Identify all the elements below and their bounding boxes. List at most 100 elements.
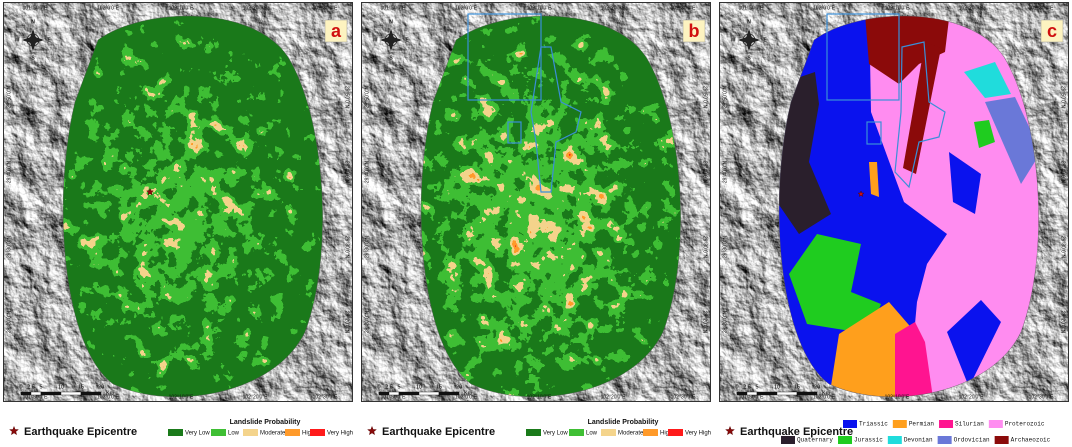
latitude-label: 29°30'0"N	[6, 235, 12, 258]
focus-strip	[894, 41, 946, 189]
scale-tick-label: 0	[377, 384, 380, 390]
longitude-label: 102°10'0"E	[169, 394, 194, 400]
probability-surface	[421, 16, 681, 397]
scale-tick-label: 20	[814, 384, 820, 390]
scale-segment	[30, 391, 42, 396]
latitude-label: 29°40'0"N	[344, 161, 350, 184]
longitude-label: 101°50'0"E	[381, 5, 406, 11]
geology-unit	[985, 97, 1039, 184]
focus-box	[866, 121, 882, 145]
legend-swatch	[887, 436, 902, 444]
scale-segment	[796, 391, 818, 396]
compass-ring	[742, 33, 756, 47]
scale-tick-label: 20	[456, 384, 462, 390]
legend-label: Permian	[909, 421, 935, 428]
scale-tick-label: 15	[794, 384, 800, 390]
map-frame	[719, 2, 1069, 402]
scale-segment	[378, 391, 390, 396]
legend-swatch	[668, 429, 683, 436]
focus-box	[507, 121, 522, 144]
longitude-label: 102°30'0"E	[1029, 394, 1054, 400]
legend-swatch	[988, 420, 1003, 428]
compass-letter: N	[389, 19, 393, 25]
legend: Earthquake Epicentre Triassic Permian Silur…	[725, 420, 1051, 444]
legend-swatch	[310, 429, 325, 436]
legend-label: Devonian	[904, 437, 933, 444]
longitude-label: 102°30'0"E	[313, 394, 338, 400]
epicentre-star	[857, 190, 865, 197]
legend-label: Moderate	[260, 431, 286, 437]
geology-unit	[964, 62, 1011, 98]
panel-label: c	[1047, 21, 1057, 41]
scale-segment	[80, 391, 102, 396]
legend-label: Very High	[685, 431, 711, 437]
legend-swatch	[937, 436, 952, 444]
scale-segment	[746, 391, 758, 396]
legend-swatch	[569, 429, 584, 436]
focus-box	[467, 13, 542, 101]
latitude-label: 29°40'0"N	[6, 160, 12, 183]
compass-ring	[26, 33, 40, 47]
legend-swatch	[843, 420, 857, 428]
legend-swatch	[939, 420, 954, 428]
study-area	[63, 16, 323, 397]
longitude-label: 101°50'0"E	[739, 394, 764, 400]
map-frame	[3, 2, 353, 402]
epicentre-star	[146, 187, 154, 196]
study-boundary	[62, 15, 323, 398]
legend-swatch	[994, 436, 1009, 444]
legend-swatch	[285, 429, 300, 436]
epicentre-star	[9, 425, 19, 436]
compass-letter: W	[731, 37, 736, 43]
scale-segment	[20, 391, 32, 396]
compass-letter: N	[31, 19, 35, 25]
latitude-label: 29°50'0"N	[344, 86, 350, 109]
map-frame	[361, 2, 711, 402]
longitude-label: 102°20'0"E	[243, 394, 268, 400]
legend-swatch	[601, 429, 616, 436]
longitude-label: 102°30'0"E	[1029, 5, 1054, 11]
focus-box	[826, 13, 900, 101]
scale-unit: Km	[464, 390, 473, 396]
scale-segment	[398, 391, 420, 396]
study-boundary	[420, 15, 681, 398]
latitude-label: 29°20'0"N	[702, 311, 708, 334]
study-area	[779, 16, 1039, 397]
compass-letter: N	[747, 19, 751, 25]
legend-swatch	[211, 429, 226, 436]
scale-tick-label: 5	[39, 384, 42, 390]
scale-segment	[60, 391, 82, 396]
study-area	[421, 16, 681, 397]
legend-label: Very Low	[185, 431, 210, 437]
epicentre-label: Earthquake Epicentre	[24, 426, 137, 438]
longitude-label: 102°30'0"E	[313, 5, 338, 11]
longitude-label: 102°0'0"E	[813, 394, 836, 400]
longitude-label: 102°20'0"E	[601, 394, 626, 400]
legend-label: Moderate	[618, 431, 644, 437]
compass-letter: S	[389, 55, 393, 61]
geology-unit	[779, 72, 831, 234]
latitude-label: 29°30'0"N	[364, 235, 370, 258]
scale-segment	[776, 391, 798, 396]
latitude-label: 29°50'0"N	[1060, 86, 1066, 109]
legend-label: Silurian	[955, 421, 984, 428]
longitude-label: 102°0'0"E	[455, 5, 478, 11]
latitude-label: 29°30'0"N	[344, 236, 350, 259]
legend-label: Low	[586, 431, 598, 437]
panel-label: b	[689, 21, 700, 41]
geology-unit	[895, 322, 935, 397]
focus-strip	[530, 46, 582, 193]
geology-unit	[789, 234, 881, 334]
legend-label: Archaeozoic	[1011, 437, 1051, 444]
scale-segment	[388, 391, 400, 396]
legend-swatch	[892, 420, 907, 428]
longitude-label: 102°10'0"E	[527, 5, 552, 11]
legend-label: Very Low	[543, 431, 568, 437]
legend-title: Landslide Probability	[230, 419, 301, 426]
latitude-label: 29°20'0"N	[344, 311, 350, 334]
legend-swatch	[781, 436, 795, 444]
longitude-label: 102°10'0"E	[885, 5, 910, 11]
scale-tick-label: 10	[58, 384, 64, 390]
longitude-label: 101°50'0"E	[23, 394, 48, 400]
